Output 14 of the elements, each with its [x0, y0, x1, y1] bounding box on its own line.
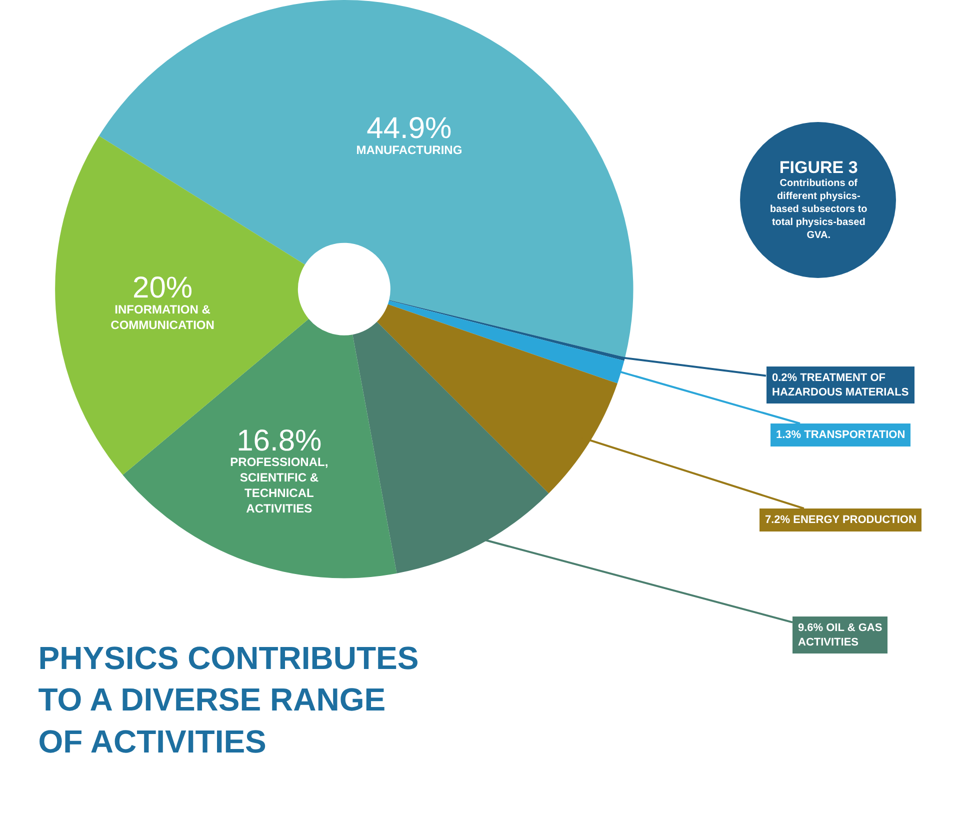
slice-label: MANUFACTURING	[356, 142, 462, 157]
slice-label: INFORMATION & COMMUNICATION	[110, 302, 214, 332]
text: PHYSICS CONTRIBUTES TO A DIVERSE RANGE OF ACTIVITIES	[38, 640, 419, 760]
donut-slice	[98, 0, 634, 358]
data-label: 16.8%	[236, 424, 322, 458]
slice-label: PROFESSIONAL, SCIENTIFIC & TECHNICAL ACTIVITIES	[230, 454, 328, 516]
slice-label: 9.6% OIL & GAS ACTIVITIES	[798, 622, 882, 648]
data-label: 20%	[132, 272, 193, 305]
slice-label: 0.2% TREATMENT OF HAZARDOUS MATERIALS	[772, 372, 909, 398]
slice-label: 1.3% TRANSPORTATION	[776, 429, 906, 441]
caption: FIGURE 3	[779, 158, 858, 177]
slice-label: 7.2% ENERGY PRODUCTION	[765, 514, 916, 526]
text: Contributions of different physics-based subsectors to total physics-based GVA.	[770, 178, 868, 241]
data-label: 44.9%	[366, 112, 452, 146]
